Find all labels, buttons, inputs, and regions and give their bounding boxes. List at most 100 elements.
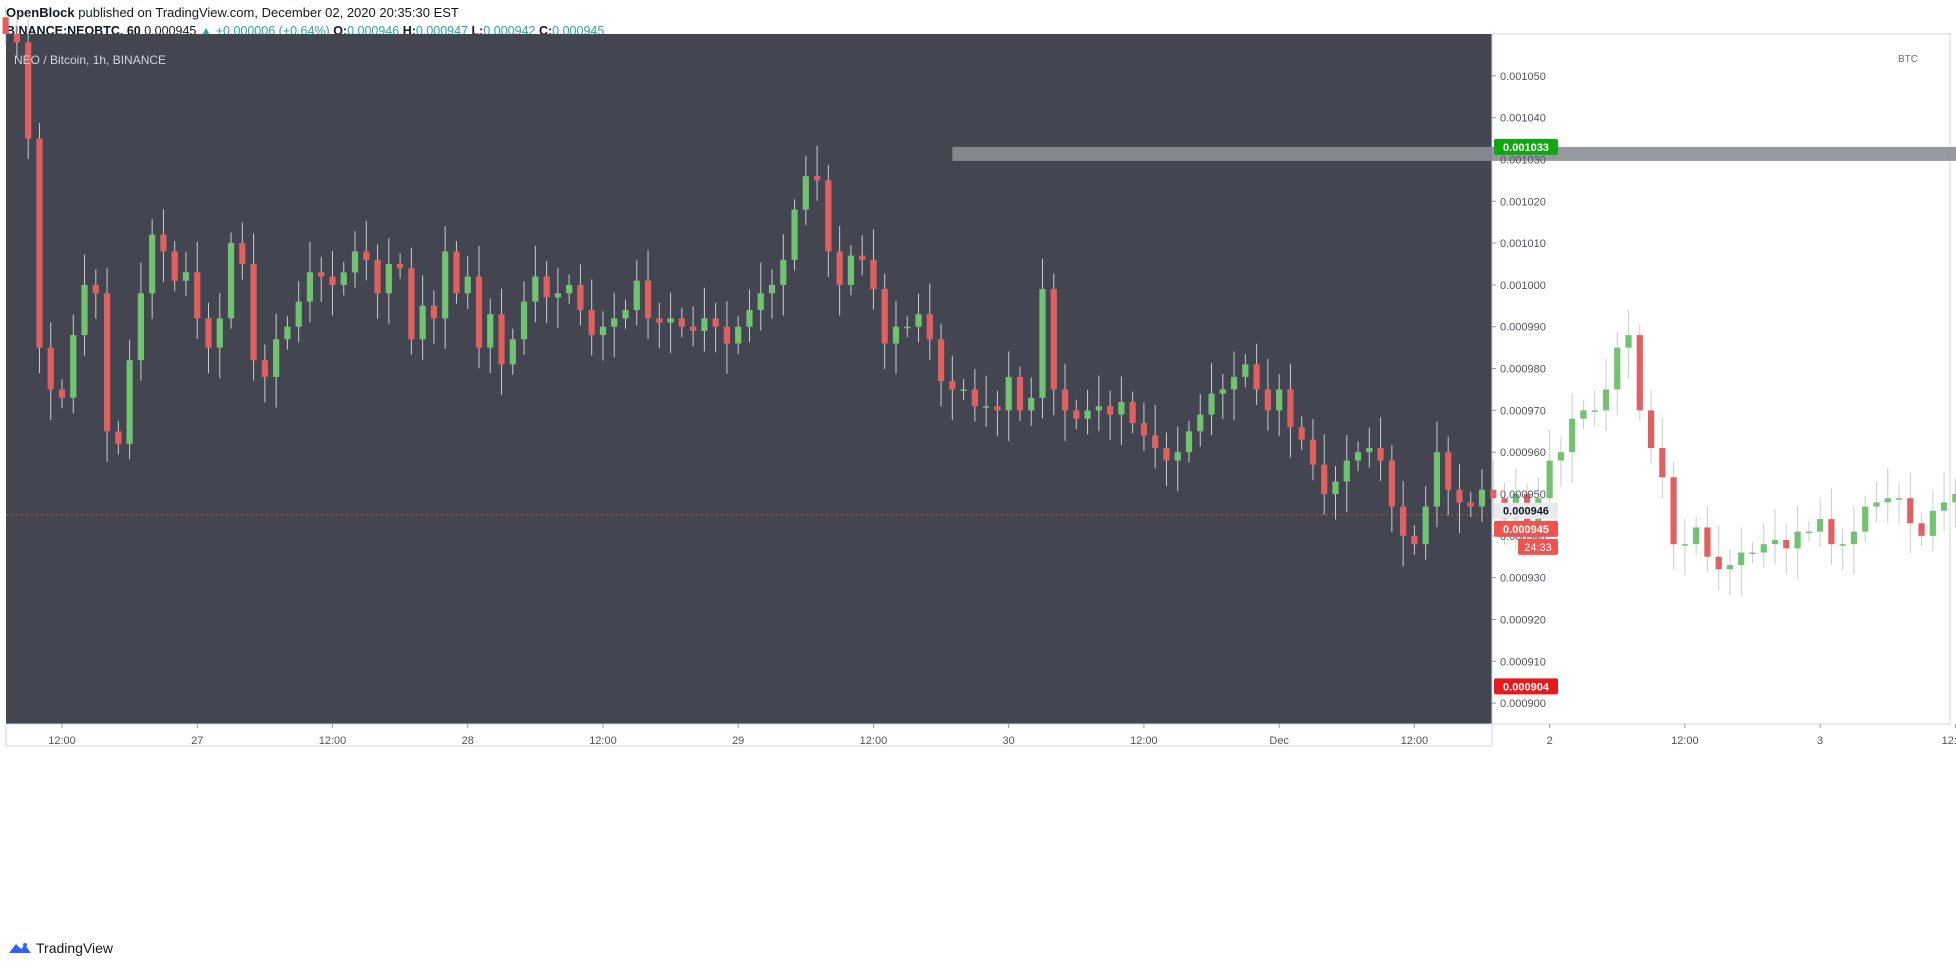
x-tick-label: Dec — [1269, 735, 1289, 747]
candle-body — [374, 259, 381, 294]
candle-body — [892, 326, 900, 344]
candle-body — [1940, 502, 1948, 511]
tradingview-logo-icon — [9, 943, 31, 953]
candle-body — [1760, 544, 1767, 553]
candle-body — [385, 264, 392, 294]
candle-body — [1253, 364, 1260, 390]
y-tick-label: 0.001030 — [1500, 154, 1546, 166]
candle-body — [442, 251, 449, 319]
candle-body — [1817, 519, 1824, 532]
candle-body — [656, 318, 663, 323]
candle-body — [47, 347, 54, 390]
candle-body — [1805, 531, 1812, 534]
candle-body — [1073, 410, 1080, 419]
candle-body — [1152, 435, 1159, 448]
candle-body — [520, 301, 528, 340]
candle-body — [1839, 544, 1846, 546]
candle-body — [1614, 347, 1621, 390]
candle-body — [239, 243, 246, 264]
candle-body — [712, 318, 719, 327]
candle-body — [1445, 452, 1452, 490]
candle-body — [802, 176, 809, 210]
candle-body — [160, 234, 167, 252]
candle-body — [1625, 335, 1632, 348]
candle-body — [1884, 498, 1891, 503]
candle-body — [1749, 552, 1756, 555]
candle-body — [430, 305, 438, 319]
candle-body — [408, 268, 415, 340]
candle-body — [318, 272, 325, 277]
last-price-tag-label: 0.000945 — [1503, 524, 1549, 536]
candle-body — [295, 301, 302, 327]
candle-body — [622, 310, 629, 319]
candle-body — [1016, 376, 1024, 411]
candle-body — [532, 276, 539, 302]
x-tick-label: 12:00 — [1130, 735, 1158, 747]
chart-title: NEO / Bitcoin, 1h, BINANCE — [14, 53, 166, 67]
candle-body — [103, 293, 111, 432]
candle-body — [1197, 414, 1204, 432]
candle-body — [1636, 335, 1643, 411]
last-price-tag — [1494, 520, 1558, 537]
currency-label: BTC — [1898, 54, 1918, 65]
candle-body — [780, 259, 787, 285]
footer-brand[interactable]: TradingView — [8, 940, 113, 956]
candle-body — [1794, 531, 1801, 549]
candle-body — [1478, 489, 1486, 507]
candle-body — [1591, 410, 1598, 412]
candle-body — [599, 326, 607, 336]
candle-body — [1264, 389, 1271, 411]
author-name[interactable]: OpenBlock — [6, 5, 75, 20]
candle-body — [1828, 519, 1835, 545]
candle-body — [329, 276, 336, 285]
candle-body — [633, 280, 640, 310]
candle-body — [1907, 498, 1914, 524]
candle-body — [464, 276, 471, 294]
candle-body — [1704, 527, 1711, 557]
candle-body — [1580, 410, 1587, 419]
published-text: published on TradingView.com, December 0… — [78, 5, 459, 20]
candle-body — [644, 280, 652, 319]
countdown-tag — [1518, 538, 1558, 555]
resistance-zone — [952, 146, 1956, 161]
candle-body — [70, 335, 77, 398]
x-tick-label: 12:00 — [48, 735, 76, 747]
candle-body — [1095, 406, 1102, 411]
candle-body — [1309, 439, 1317, 465]
candle-body — [1659, 448, 1666, 478]
candle-body — [735, 326, 742, 344]
candle-body — [915, 314, 922, 327]
time-axis — [5, 723, 1493, 747]
entry-price-tag — [1494, 502, 1558, 519]
candle-body — [25, 42, 32, 139]
candle-body — [1422, 506, 1429, 545]
x-tick-label: 12:00 — [1401, 735, 1429, 747]
candle-body — [1411, 535, 1418, 545]
candle-body — [1208, 393, 1215, 415]
candle-body — [881, 289, 888, 344]
candle-body — [1230, 376, 1238, 390]
stop-price-tag-label: 0.000904 — [1503, 681, 1550, 693]
y-tick-label: 0.000920 — [1500, 614, 1546, 626]
x-tick-label: 30 — [1003, 735, 1015, 747]
candle-body — [250, 264, 257, 361]
candle-body — [171, 251, 178, 281]
y-tick-label: 0.001040 — [1500, 113, 1546, 125]
candle-body — [149, 234, 156, 294]
candle-body — [36, 138, 43, 348]
candle-body — [182, 272, 190, 281]
candle-body — [1456, 489, 1463, 503]
candle-body — [81, 284, 88, 336]
target-price-tag — [1494, 138, 1558, 155]
candle-body — [813, 176, 821, 181]
candle-body — [1771, 540, 1779, 545]
candle-body — [1681, 544, 1688, 546]
candle-body — [836, 251, 843, 285]
y-tick-label: 0.000900 — [1500, 698, 1546, 710]
candle-body — [1952, 494, 1956, 503]
y-tick-label: 0.001050 — [1500, 71, 1546, 83]
candle-body — [419, 305, 426, 340]
candle-body — [1321, 464, 1328, 494]
candle-body — [1174, 452, 1181, 461]
